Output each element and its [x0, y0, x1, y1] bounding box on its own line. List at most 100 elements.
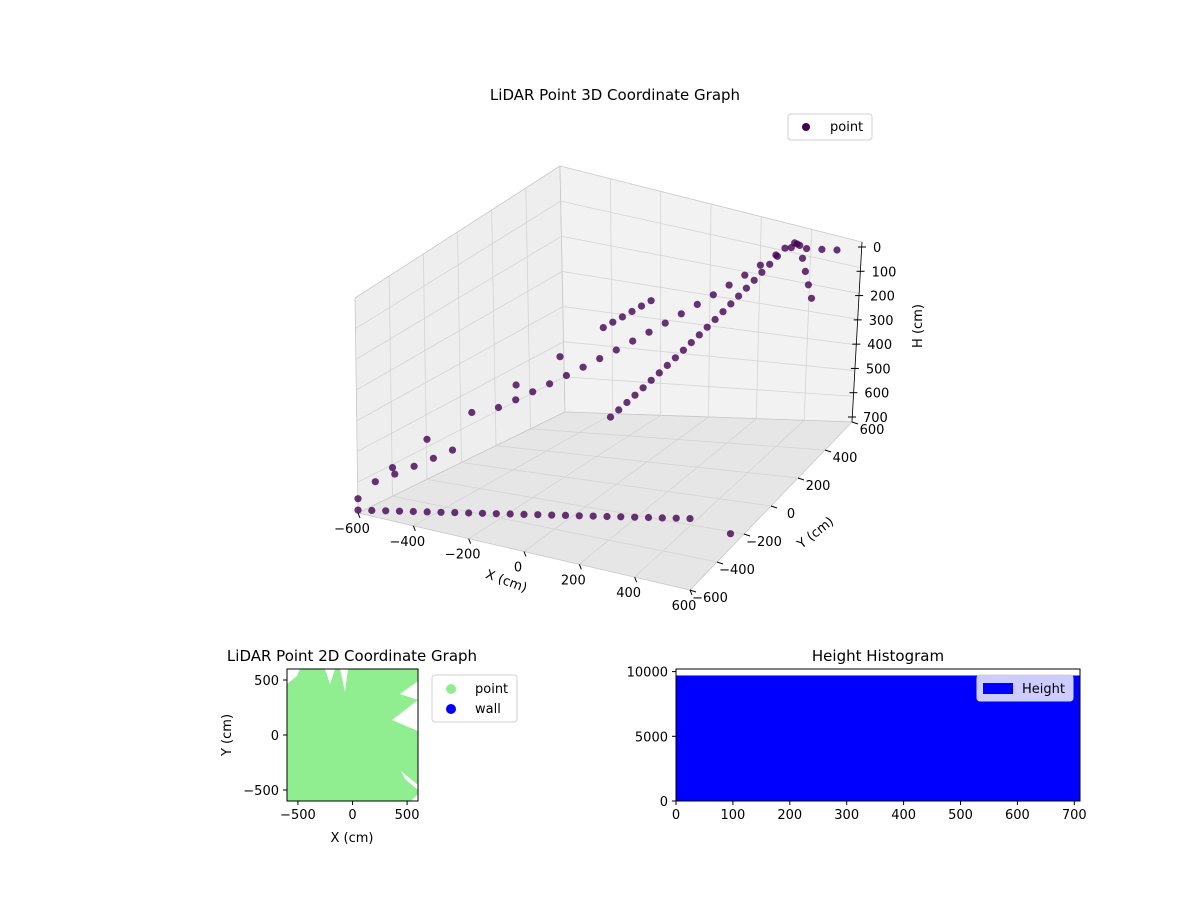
- data-point: [546, 380, 554, 388]
- data-point: [437, 508, 445, 516]
- data-point: [631, 391, 639, 399]
- legend-2d-wall-label: wall: [475, 702, 501, 717]
- data-point: [423, 435, 431, 443]
- data-point: [695, 331, 703, 339]
- data-point: [492, 510, 500, 518]
- data-point: [423, 508, 431, 516]
- data-point: [589, 512, 597, 520]
- chart-3d-title: LiDAR Point 3D Coordinate Graph: [490, 86, 740, 104]
- z-tick-labels: 0 100 200 300 400 500 600 700: [848, 241, 896, 426]
- data-point: [512, 396, 520, 404]
- x-tick-label: −600: [334, 522, 370, 537]
- legend-3d-frame: [787, 113, 873, 141]
- data-point: [615, 406, 623, 414]
- y-tick: [716, 561, 724, 565]
- data-point: [534, 511, 542, 519]
- data-point: [468, 408, 476, 417]
- legend-3d-marker: [802, 123, 810, 131]
- data-point: [478, 509, 487, 517]
- ticks-histogram: 0 100 200 300 400 500 600 700 0 5000 10000: [627, 666, 1087, 823]
- z-tick-label: 100: [872, 265, 897, 280]
- data-point: [368, 506, 376, 515]
- data-point: [804, 281, 813, 289]
- data-point: [791, 239, 799, 247]
- y-tick-label-hist: 5000: [635, 730, 668, 745]
- data-point: [609, 318, 617, 326]
- chart-2d: LiDAR Point 2D Coordinate Graph −500−500…: [220, 647, 518, 846]
- data-point: [391, 470, 399, 478]
- point-gap-2d-a: [401, 771, 418, 790]
- y-axis-label-2d: Y (cm): [220, 714, 235, 757]
- chart-2d-title: LiDAR Point 2D Coordinate Graph: [227, 647, 477, 665]
- data-point: [628, 307, 636, 316]
- x-tick-label: 200: [561, 573, 586, 588]
- data-point: [756, 261, 765, 269]
- grid-line: [634, 420, 805, 578]
- grid-line: [356, 306, 857, 422]
- data-point: [671, 354, 680, 362]
- data-point: [801, 267, 810, 275]
- x-tick-label: 0: [514, 561, 522, 576]
- data-point: [579, 363, 587, 371]
- x-tick-label-2d: −500: [280, 808, 316, 823]
- grid-line: [388, 275, 393, 497]
- data-point: [803, 245, 811, 253]
- data-point: [647, 376, 655, 384]
- grid-line: [708, 203, 712, 418]
- data-point: [562, 371, 571, 380]
- x-tick-label-hist: 300: [834, 808, 859, 823]
- x-tick: [634, 576, 638, 583]
- grid-line: [356, 341, 855, 452]
- legend-hist-swatch: [983, 683, 1013, 694]
- data-point: [612, 346, 620, 354]
- z-tick-label: 700: [863, 411, 888, 426]
- data-point: [758, 268, 766, 276]
- data-point: [529, 388, 537, 396]
- data-point: [645, 328, 653, 336]
- y-tick-label: 600: [860, 423, 885, 438]
- grid-line: [609, 178, 614, 414]
- data-point: [561, 511, 570, 519]
- x-tick: [357, 512, 361, 519]
- y-axis-label: Y (cm): [794, 514, 837, 552]
- data-point: [512, 381, 520, 389]
- data-point: [639, 384, 647, 392]
- data-point: [410, 462, 418, 470]
- x-tick-label-hist: 600: [1005, 808, 1030, 823]
- z-tick-label: 600: [864, 387, 889, 402]
- grid-lines-3d: [355, 178, 861, 578]
- data-point: [703, 323, 711, 331]
- data-point: [395, 507, 404, 515]
- data-point: [725, 281, 733, 289]
- x-tick-label-2d: 500: [395, 808, 420, 823]
- point-fill-2d: [287, 669, 418, 801]
- legend-2d-point-label: point: [475, 682, 508, 697]
- data-point: [606, 413, 615, 421]
- data-point: [631, 513, 639, 521]
- data-point: [672, 514, 680, 522]
- data-point: [686, 515, 694, 523]
- y-tick: [689, 589, 697, 593]
- data-point: [818, 245, 826, 253]
- data-point: [726, 530, 735, 538]
- legend-2d-wall-marker: [446, 704, 456, 714]
- data-point: [742, 284, 751, 292]
- data-point: [623, 398, 631, 407]
- data-point: [603, 512, 611, 521]
- grid-line: [356, 271, 858, 391]
- data-point: [644, 513, 653, 522]
- data-point: [617, 513, 625, 521]
- grid-line: [803, 229, 813, 421]
- x-tick: [523, 551, 527, 557]
- grid-line: [457, 231, 462, 463]
- x-tick-label: −400: [389, 535, 425, 550]
- data-point: [658, 514, 666, 522]
- y-tick-label-hist: 10000: [627, 666, 668, 681]
- z-tick-label: 500: [866, 362, 891, 377]
- y-tick: [797, 477, 805, 481]
- legend-3d: point: [787, 113, 873, 141]
- data-point: [798, 254, 807, 262]
- y-tick-label: 400: [833, 451, 858, 466]
- legend-hist-label: Height: [1022, 682, 1065, 697]
